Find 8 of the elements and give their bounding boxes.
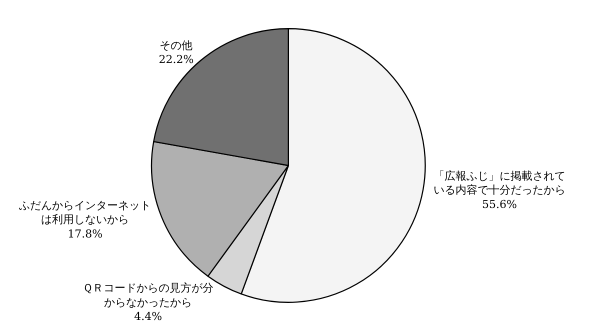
data-label: 55.6% bbox=[482, 198, 518, 211]
slice-label: 「広報ふじ」に掲載されている内容で十分だったから bbox=[434, 169, 566, 197]
slice-label: ふだんからインターネットは利用しないから bbox=[18, 198, 152, 226]
data-label: 22.2% bbox=[158, 53, 194, 66]
slice-label: その他 bbox=[160, 38, 193, 52]
data-label: 4.4% bbox=[134, 310, 162, 324]
slice-label: ＱＲコードからの見方が分からなかったから bbox=[82, 282, 214, 309]
data-label: 17.8% bbox=[68, 227, 103, 240]
